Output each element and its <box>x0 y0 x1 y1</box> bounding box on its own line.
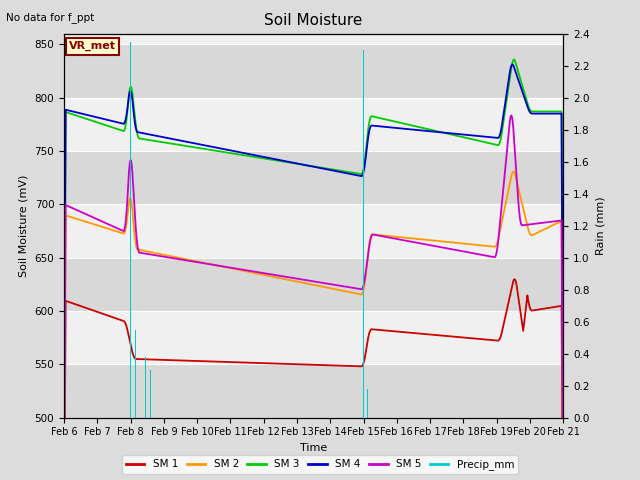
Title: Soil Moisture: Soil Moisture <box>264 13 363 28</box>
Bar <box>363 49 364 418</box>
Text: VR_met: VR_met <box>69 41 116 51</box>
Bar <box>64 364 563 418</box>
Text: No data for f_ppt: No data for f_ppt <box>6 12 95 23</box>
Y-axis label: Rain (mm): Rain (mm) <box>595 196 605 255</box>
Bar <box>64 258 563 311</box>
Bar <box>130 42 131 418</box>
Legend: SM 1, SM 2, SM 3, SM 4, SM 5, Precip_mm: SM 1, SM 2, SM 3, SM 4, SM 5, Precip_mm <box>122 455 518 474</box>
Y-axis label: Soil Moisture (mV): Soil Moisture (mV) <box>19 174 29 277</box>
Bar <box>367 389 369 418</box>
Bar <box>64 44 563 97</box>
X-axis label: Time: Time <box>300 443 327 453</box>
Bar <box>150 370 152 418</box>
Bar <box>145 357 147 418</box>
Bar <box>64 151 563 204</box>
Bar <box>135 330 136 418</box>
